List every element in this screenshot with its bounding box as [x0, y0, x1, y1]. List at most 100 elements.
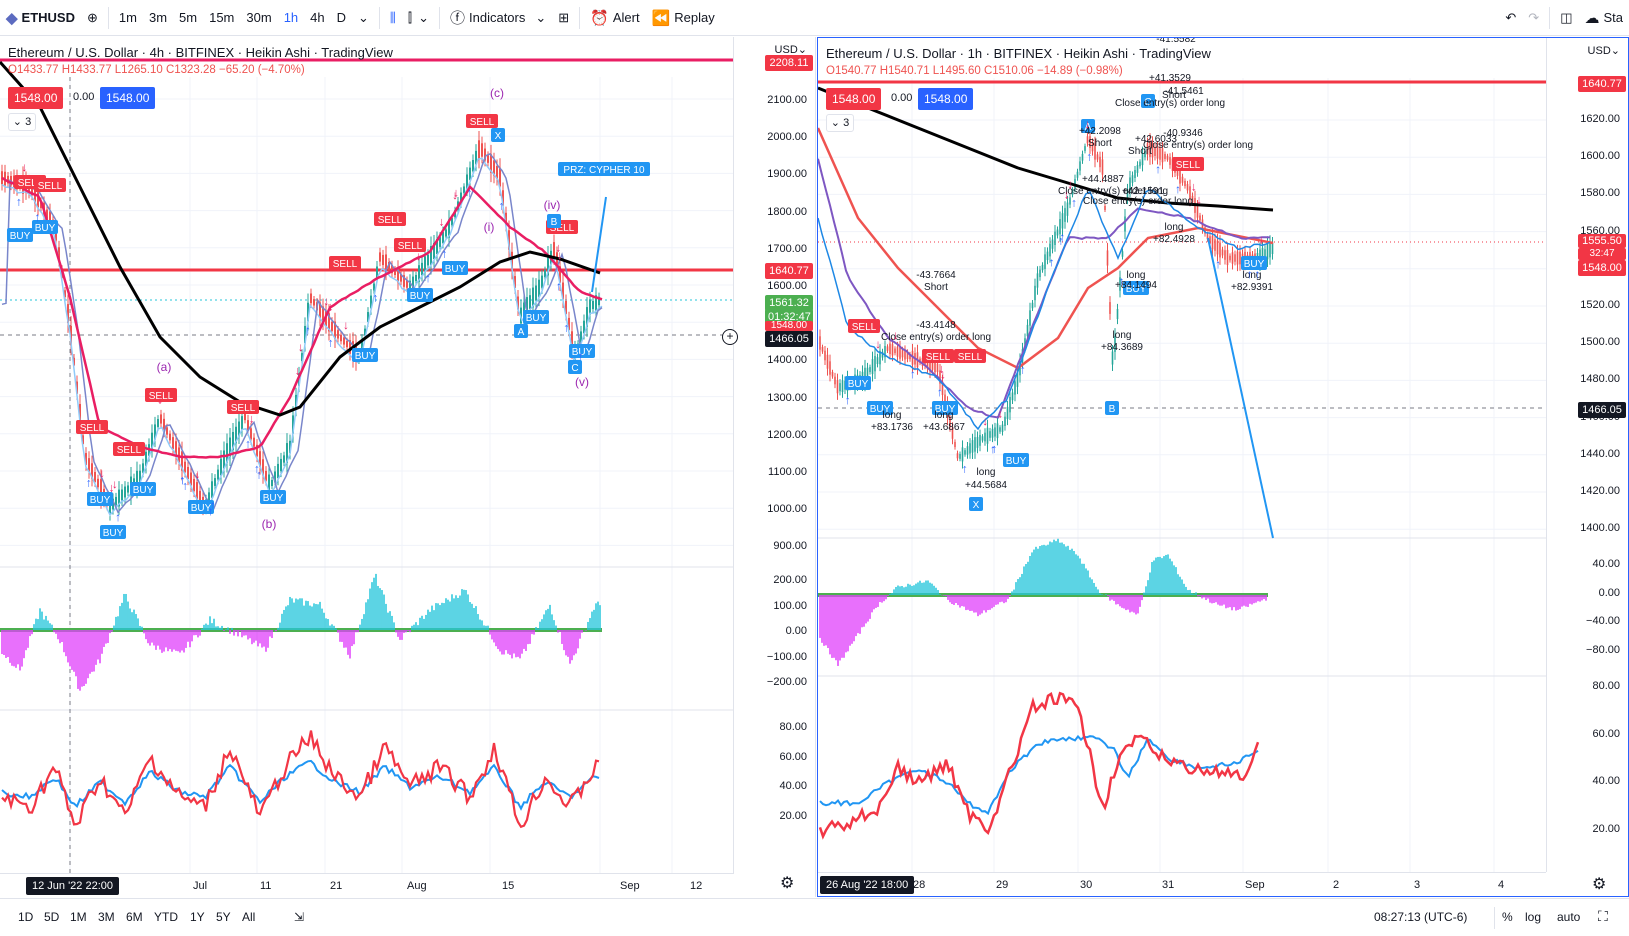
candle-body — [934, 361, 936, 373]
indicators-button[interactable]: ⓕ Indicators ⌄ — [444, 0, 552, 36]
range-3m[interactable]: 3M — [98, 910, 115, 924]
interval-3m[interactable]: 3m — [148, 10, 168, 25]
candle-body — [472, 160, 474, 172]
range-5d[interactable]: 5D — [44, 910, 60, 924]
time-label: 21 — [330, 880, 343, 892]
order-annotation: long — [1113, 330, 1132, 341]
interval-1m[interactable]: 1m — [118, 10, 137, 25]
range-ytd[interactable]: YTD — [154, 910, 178, 924]
log-scale-toggle[interactable]: log — [1525, 910, 1542, 924]
replay-button[interactable]: ⏪ Replay — [646, 0, 721, 36]
compare-button[interactable]: ⊕ — [81, 0, 104, 36]
time-label: 12 — [690, 880, 703, 892]
chart-pane-right[interactable]: BUY BUY BUY BUY BUY BUY SELL SELL SELL SELL X A B C -4… — [817, 37, 1629, 897]
sell-signal-tag-text: SELL — [926, 352, 951, 363]
sell-price-button[interactable]: 1548.00 — [8, 87, 64, 109]
indicators-collapse-button[interactable]: ⌄ 3 — [826, 114, 854, 132]
redo-button[interactable]: ↷ — [1522, 0, 1545, 36]
candle-body — [502, 190, 504, 206]
interval-5m[interactable]: 5m — [179, 10, 198, 25]
calendar-range-icon: ⇲ — [294, 910, 305, 924]
arrow-up-icon: ↑ — [425, 271, 431, 285]
chart-canvas-right[interactable]: BUY BUY BUY BUY BUY BUY SELL SELL SELL SELL X A B C -4… — [818, 38, 1546, 872]
arrow-up-icon: ↑ — [86, 476, 92, 490]
add-alert-plus-icon[interactable]: + — [722, 329, 738, 345]
chart-canvas-left[interactable]: PRZ: CYPHER 10 BUY BUY BUY BUY BUY BUY BUY BUY BU… — [0, 37, 734, 873]
oscillator-label: 80.00 — [779, 721, 807, 733]
alert-button[interactable]: ⏰ Alert — [584, 0, 645, 36]
range-1y[interactable]: 1Y — [190, 910, 205, 924]
buy-price-button[interactable]: 1548.00 — [100, 87, 156, 109]
range-all[interactable]: All — [242, 910, 256, 924]
undo-button[interactable]: ↶ — [1499, 0, 1522, 36]
candle-body — [986, 427, 989, 444]
candle-body — [1206, 234, 1209, 240]
candle-body — [929, 358, 931, 372]
symbol-search[interactable]: ◆ ETHUSD — [0, 0, 81, 36]
buy-price-button[interactable]: 1548.00 — [918, 88, 974, 110]
star-label: Sta — [1603, 10, 1623, 25]
candle-body — [1159, 148, 1161, 160]
oscillator-red-line — [818, 691, 1260, 840]
interval-4h[interactable]: 4h — [310, 10, 325, 25]
oscillator-label: 60.00 — [1592, 727, 1620, 740]
indicators-collapse-button[interactable]: ⌄ 3 — [8, 113, 36, 131]
price-label: 900.00 — [773, 540, 807, 553]
ma-black — [818, 86, 1274, 212]
fullscreen-icon[interactable]: ⛶ — [1598, 908, 1608, 924]
candle-body — [1106, 250, 1109, 266]
sell-signal-tag-text: SELL — [550, 223, 575, 234]
time-axis-right[interactable]: 26 Aug '22 18:00 28 29 30 31 Sep 2 3 4 — [818, 872, 1546, 896]
save-cloud-button[interactable]: ☁ Sta — [1578, 0, 1629, 36]
clock-timezone[interactable]: 08:27:13 (UTC-6) — [1374, 910, 1468, 924]
interval-d[interactable]: D — [336, 10, 347, 25]
candle-body — [391, 264, 393, 274]
arrow-down-icon: ↓ — [157, 392, 163, 406]
interval-1h[interactable]: 1h — [283, 10, 299, 25]
templates-button[interactable]: ⊞ — [552, 0, 575, 36]
candle-body — [1151, 143, 1154, 158]
chart-pane-left[interactable]: PRZ: CYPHER 10 BUY BUY BUY BUY BUY BUY BUY BUY BU… — [0, 37, 816, 897]
chevron-down-icon: ⌄ — [358, 9, 369, 25]
candle-body — [157, 419, 159, 427]
candle-body — [559, 266, 561, 283]
settings-gear-icon[interactable]: ⚙ — [1592, 876, 1607, 893]
currency-label[interactable]: USD⌄ — [774, 44, 807, 56]
range-1d[interactable]: 1D — [18, 910, 34, 924]
interval-15m[interactable]: 15m — [209, 10, 235, 25]
candle-body — [262, 459, 264, 476]
candle-body — [40, 201, 42, 209]
range-6m[interactable]: 6M — [126, 910, 143, 924]
candle-body — [490, 154, 492, 173]
candle-body — [1051, 239, 1054, 249]
price-axis-right[interactable]: USD⌄ 1640.77 1620.00 1600.00 1580.00 1560.0… — [1546, 38, 1628, 872]
chart-type-button[interactable]: ⫿ ⌄ — [402, 0, 435, 36]
time-axis-left[interactable]: 12 Jun '22 22:00 Jul 11 21 Aug 15 Sep 12 — [0, 873, 734, 897]
top-toolbar: ◆ ETHUSD ⊕ 1m 3m 5m 15m 30m 1h 4h D ⌄ ⫼ … — [0, 0, 1629, 36]
candle-body — [193, 478, 195, 492]
interval-30m[interactable]: 30m — [246, 10, 272, 25]
currency-label[interactable]: USD⌄ — [1587, 45, 1620, 57]
settings-gear-icon[interactable]: ⚙ — [780, 875, 795, 892]
ma-black — [0, 61, 601, 417]
percent-scale-toggle[interactable]: % — [1502, 910, 1513, 924]
candle-body — [866, 367, 869, 378]
candle-body — [904, 350, 906, 360]
candle-body — [1079, 161, 1081, 171]
candle-body — [936, 363, 939, 372]
arrow-up-icon: ↑ — [1071, 195, 1077, 209]
range-1m[interactable]: 1M — [70, 910, 87, 924]
layout-button[interactable]: ◫ — [1554, 0, 1578, 36]
candle-body — [385, 254, 387, 272]
grid-icon: ⊞ — [558, 9, 570, 25]
date-range-button[interactable]: ⇲ — [294, 910, 304, 924]
interval-dropdown[interactable]: ⌄ — [352, 0, 375, 36]
range-5y[interactable]: 5Y — [216, 910, 231, 924]
auto-scale-toggle[interactable]: auto — [1557, 910, 1581, 924]
order-annotation: long — [977, 467, 996, 478]
price-axis-left[interactable]: USD⌄ 2208.11 2100.00 2000.00 1900.00 1800.0… — [733, 37, 815, 897]
bar-style-button[interactable]: ⫼ — [384, 0, 402, 36]
sell-price-button[interactable]: 1548.00 — [826, 88, 882, 110]
candle-body — [415, 274, 417, 282]
candle-body — [340, 334, 342, 342]
